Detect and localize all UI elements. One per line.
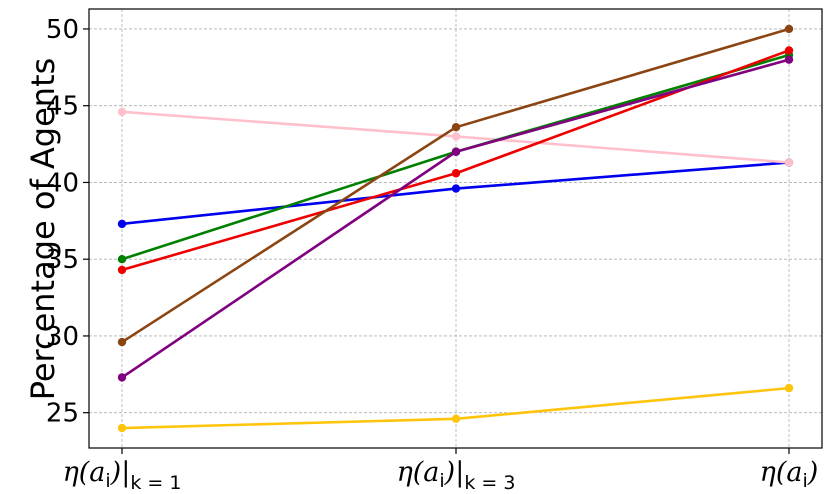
series-line — [121, 58, 790, 379]
x-tick-label: η(ai) — [760, 457, 819, 492]
y-tick-label: 35 — [46, 245, 79, 275]
series-point — [451, 169, 461, 178]
series-point — [451, 184, 461, 193]
series-point — [117, 265, 127, 275]
x-tick-label: η(ai)|k = 1 — [63, 457, 182, 494]
plot-frame — [88, 8, 823, 449]
x-tick-label: η(ai)|k = 3 — [397, 457, 516, 494]
series-point — [784, 24, 794, 34]
series-point — [117, 219, 127, 229]
series-point — [117, 373, 127, 382]
series-layer — [117, 24, 794, 433]
series-point — [784, 158, 794, 167]
series-point — [451, 122, 461, 132]
series-point — [117, 254, 127, 264]
series-point — [117, 423, 127, 433]
series-line — [121, 53, 790, 261]
series-point — [117, 337, 127, 347]
series-point — [451, 414, 461, 424]
series-point — [784, 383, 794, 393]
y-axis-label: Percentage of Agents — [24, 58, 62, 401]
grid-layer — [89, 9, 822, 448]
y-tick-label: 25 — [46, 399, 79, 429]
series-point — [117, 107, 127, 117]
y-tick-label: 45 — [46, 92, 79, 122]
series-point — [784, 55, 794, 64]
y-tick-label: 30 — [46, 322, 79, 352]
series-point — [451, 147, 461, 156]
series-point — [451, 132, 461, 141]
y-tick-label: 40 — [46, 168, 79, 198]
series-point — [784, 46, 794, 55]
axis-layer: 25 30 35 40 45 50 η(ai)|k = 1 η(ai)|k = 3 η(ai) — [46, 15, 818, 494]
y-tick-label: 50 — [46, 15, 79, 45]
